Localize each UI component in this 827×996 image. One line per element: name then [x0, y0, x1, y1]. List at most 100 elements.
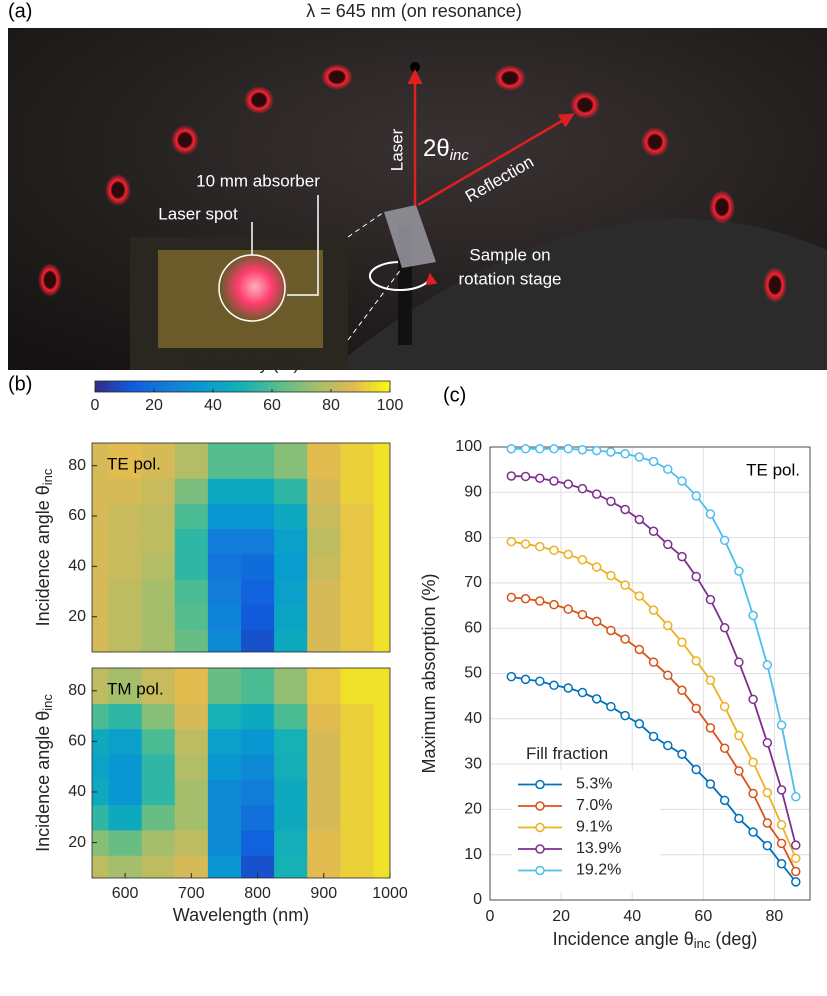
y-tick-label: 70: [464, 574, 482, 591]
heat-cell: [207, 754, 242, 780]
heat-cell: [141, 855, 176, 878]
heat-cell: [141, 779, 176, 806]
heat-cell: [207, 804, 242, 831]
y-tick-label: 0: [473, 891, 482, 908]
heat-cell: [274, 503, 308, 530]
colorbar-cell: [114, 381, 121, 392]
heat-cell: [307, 578, 341, 605]
heat-cell: [108, 578, 143, 605]
y-tick-label: 40: [464, 710, 482, 727]
x-axis-label: Wavelength (nm): [173, 905, 309, 925]
heat-cell: [373, 668, 390, 704]
data-point: [677, 685, 687, 696]
colorbar-cell: [267, 381, 273, 392]
inset-connector: [347, 211, 385, 238]
data-point: [677, 637, 687, 647]
heat-cell: [92, 629, 110, 652]
data-point: [620, 634, 630, 644]
data-point: [535, 541, 545, 552]
rotation-arrow: [369, 261, 438, 291]
heat-cell: [92, 779, 110, 806]
y-tick-label: 30: [464, 755, 482, 772]
data-point: [677, 551, 687, 562]
colorbar-cell: [242, 381, 248, 392]
legend-title: Fill fraction: [526, 744, 608, 763]
heatmap-cells: [92, 668, 390, 878]
data-point: [762, 738, 773, 748]
heat-cell: [307, 728, 341, 755]
colorbar-cell: [257, 381, 263, 392]
data-point: [734, 730, 744, 741]
heat-cell: [340, 528, 374, 555]
data-point: [606, 701, 616, 712]
heat-cell: [307, 804, 341, 831]
data-point: [563, 444, 573, 454]
heat-cell: [207, 668, 242, 704]
heat-cell: [340, 703, 374, 730]
data-point: [762, 787, 773, 798]
heat-cell: [373, 754, 390, 780]
heat-cell: [108, 629, 143, 652]
data-point: [620, 449, 630, 459]
x-tick-label: 900: [310, 885, 337, 902]
data-point: [506, 671, 517, 682]
data-point: [748, 757, 758, 768]
heat-cell: [274, 728, 308, 755]
heat-cell: [207, 528, 242, 555]
heat-cell: [373, 528, 390, 555]
heat-cell: [108, 604, 143, 630]
colorbar-cell: [144, 381, 150, 392]
y-axis-label-part: inc: [40, 694, 55, 711]
data-point: [748, 694, 758, 705]
leader: [287, 195, 319, 296]
heat-cell: [207, 829, 242, 856]
x-axis-label-part: Incidence angle θ: [553, 929, 694, 949]
legend-marker: [535, 779, 545, 790]
heat-cell: [274, 804, 308, 831]
colorbar-cell: [188, 381, 194, 392]
heat-cell: [141, 754, 176, 780]
data-point: [663, 620, 673, 631]
heat-cell: [274, 668, 308, 704]
heat-cell: [307, 855, 341, 878]
heat-cell: [207, 779, 242, 806]
heat-cell: [92, 668, 110, 704]
data-point: [591, 489, 602, 499]
sample-label: rotation stage: [458, 269, 561, 288]
data-point: [677, 749, 687, 759]
data-point: [791, 840, 801, 850]
data-point: [549, 444, 559, 454]
heat-cell: [141, 553, 176, 580]
data-point: [691, 571, 701, 582]
colorbar-cell: [296, 381, 302, 392]
y-tick-label: 60: [68, 507, 86, 524]
plot-frame: [489, 446, 811, 901]
photo-title: λ = 645 nm (on resonance): [306, 1, 522, 21]
heat-cell: [92, 503, 110, 530]
heat-cell: [207, 703, 242, 730]
data-point: [606, 570, 616, 581]
data-point: [577, 483, 588, 494]
data-point: [520, 674, 531, 685]
heat-cell: [307, 553, 341, 580]
colorbar-cell: [335, 381, 342, 392]
data-point: [776, 785, 787, 795]
heat-cell: [274, 578, 308, 605]
data-point: [791, 877, 801, 887]
colorbar-cell: [385, 381, 391, 392]
heat-cell: [307, 629, 341, 652]
heat-cell: [373, 855, 390, 878]
laser-label: Laser: [387, 128, 406, 171]
colorbar-cell: [340, 381, 347, 392]
heat-cell: [92, 604, 110, 630]
colorbar-cell: [316, 381, 322, 392]
x-tick-label: 1000: [372, 885, 408, 902]
data-point: [791, 866, 801, 877]
colorbar-cell: [178, 381, 184, 392]
heat-cell: [108, 668, 143, 704]
colorbar-cell: [227, 381, 234, 392]
heat-cell: [174, 703, 209, 730]
heat-cell: [207, 443, 242, 479]
colorbar-cell: [311, 381, 317, 392]
